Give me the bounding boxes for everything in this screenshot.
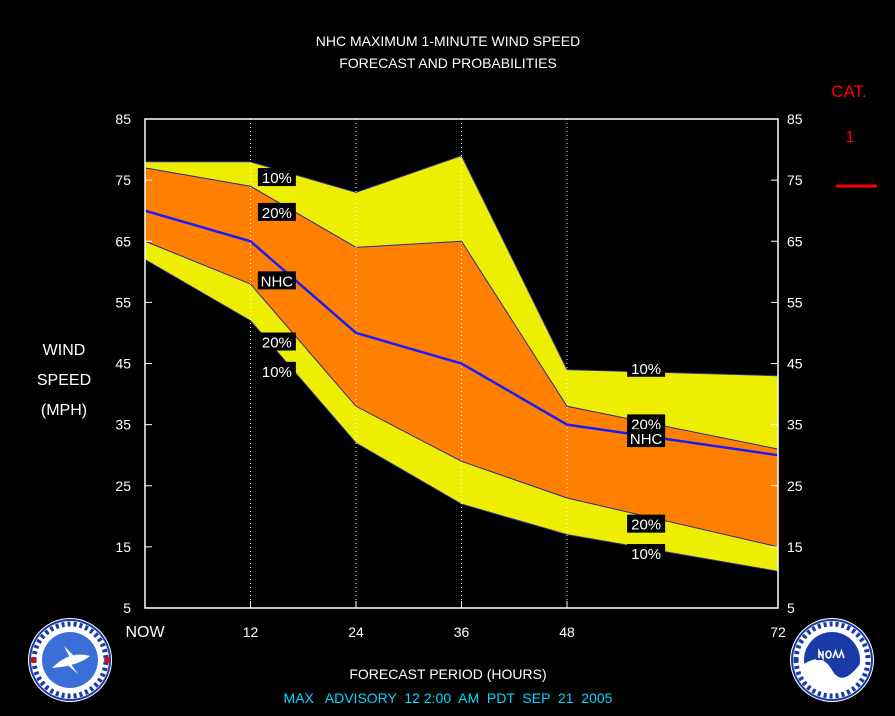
forecast-lines [144, 209, 779, 457]
band-label-box-3 [257, 332, 296, 351]
band-label-text-0: 10% [262, 170, 292, 187]
x-axis-label: FORECAST PERIOD (HOURS) [349, 666, 546, 682]
xtick-label-2: 24 [348, 624, 364, 640]
xtick-label-3: 36 [454, 624, 470, 640]
xtick-label-4: 48 [559, 624, 575, 640]
ytick-label-right-4: 45 [787, 356, 803, 372]
y-axis-label: WIND SPEED (MPH) [37, 342, 91, 419]
band-label-0: 10% [257, 168, 296, 187]
nws-logo-star-right [104, 657, 110, 663]
ytick-label-left-7: 75 [115, 172, 131, 188]
y-axis-label-line-2: SPEED [37, 372, 91, 389]
ytick-label-right-2: 25 [787, 478, 803, 494]
band-label-box-2 [257, 271, 296, 290]
noaa-logo-wordmark [818, 647, 845, 662]
nws-logo-lettering-bottom [31, 659, 109, 699]
band-label-4: 10% [257, 361, 296, 381]
band-label-box-0 [257, 168, 296, 187]
noaa-logo-wordmark-bg [816, 650, 848, 660]
ytick-label-right-8: 85 [787, 111, 803, 127]
band-label-7: NHC [627, 429, 666, 448]
band-label-text-1: 20% [262, 205, 292, 222]
band-label-box-5 [627, 358, 666, 377]
band-label-text-3: 20% [262, 334, 292, 351]
band-label-text-2: NHC [261, 273, 294, 290]
ytick-label-right-5: 55 [787, 294, 803, 310]
ytick-label-right-3: 35 [787, 417, 803, 433]
ytick-label-left-3: 35 [115, 417, 131, 433]
band-label-box-6 [627, 414, 666, 433]
band-label-3: 20% [257, 332, 296, 351]
band-label-8: 20% [627, 514, 666, 534]
xtick-label-0: NOW [125, 624, 165, 641]
ytick-label-right-0: 5 [787, 600, 795, 616]
band-label-text-7: NHC [630, 431, 663, 448]
nws-logo-star-left [30, 657, 36, 663]
ytick-label-left-8: 85 [115, 111, 131, 127]
y-axis-label-line-1: WIND [43, 342, 86, 359]
band-label-2: NHC [257, 271, 296, 290]
ytick-label-left-1: 15 [115, 539, 131, 555]
category-title: CAT. [831, 82, 867, 101]
category-value: 1 [846, 129, 855, 146]
xtick-label-5: 72 [770, 624, 786, 640]
band-1-lower-edge [144, 240, 779, 548]
band-label-box-8 [627, 514, 666, 533]
ytick-label-left-0: 5 [123, 600, 131, 616]
ytick-label-left-2: 25 [115, 478, 131, 494]
nws-logo-lightning-icon [62, 646, 78, 674]
ytick-label-right-7: 75 [787, 172, 803, 188]
band-label-text-5: 10% [631, 361, 661, 378]
ytick-label-left-6: 65 [115, 233, 131, 249]
chart-subtitle: FORECAST AND PROBABILITIES [339, 55, 557, 71]
band-label-text-4: 10% [262, 364, 292, 381]
band-label-box-7 [627, 429, 666, 448]
band-label-9: 10% [627, 543, 666, 563]
series-line-0 [144, 209, 779, 457]
axis-ticks [144, 118, 779, 609]
band-0-upper-edge [145, 155, 779, 377]
nws-logo-cloud [52, 654, 90, 668]
nws-logo [28, 618, 112, 702]
ytick-label-left-5: 55 [115, 294, 131, 310]
noaa-logo [790, 618, 874, 702]
band-label-1: 20% [257, 202, 296, 222]
band-label-box-1 [257, 202, 296, 221]
noaa-logo-lettering [793, 621, 871, 661]
band-label-text-9: 10% [631, 546, 661, 563]
band-label-box-9 [627, 543, 666, 562]
advisory-footer: MAX ADVISORY 12 2:00 AM PDT SEP 21 2005 [284, 690, 613, 706]
ytick-label-right-6: 65 [787, 233, 803, 249]
ytick-label-right-1: 15 [787, 539, 803, 555]
noaa-logo-border [791, 619, 873, 701]
y-axis-label-line-3: (MPH) [41, 402, 87, 419]
x-axis-tick-labels: NOW 12 24 36 48 72 [125, 624, 786, 641]
band-1-upper-edge [144, 167, 779, 450]
band-0-lower-edge [144, 259, 779, 572]
band-label-text-8: 20% [631, 517, 661, 534]
nws-logo-lettering [31, 621, 109, 661]
ytick-label-left-4: 45 [115, 356, 131, 372]
category-indicator: CAT. 1 [831, 82, 877, 188]
band-label-box-4 [257, 361, 296, 380]
band-label-5: 10% [627, 358, 666, 378]
noaa-logo-bird-wave [804, 659, 860, 694]
xtick-label-1: 12 [243, 624, 259, 640]
noaa-logo-lettering-bottom [793, 659, 871, 699]
band-1-area [145, 167, 778, 547]
chart-title: NHC MAXIMUM 1-MINUTE WIND SPEED [316, 33, 580, 49]
